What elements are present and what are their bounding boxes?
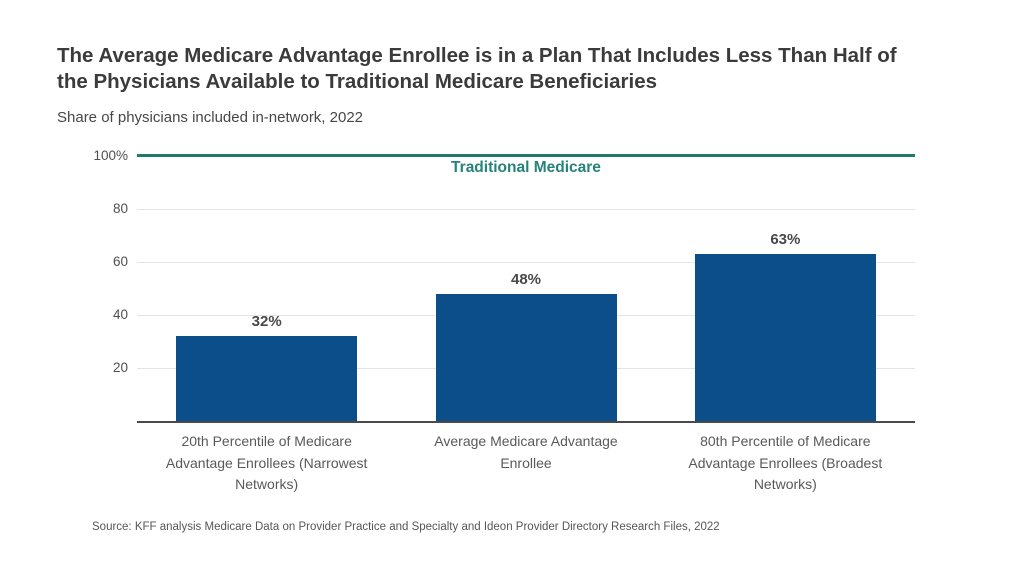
bar-2 xyxy=(435,293,617,421)
chart-gridline xyxy=(137,261,915,263)
bar-value-label: 32% xyxy=(251,313,282,331)
bar-3 xyxy=(694,253,876,421)
chart-title-line-2: the Physicians Available to Traditional … xyxy=(57,70,658,93)
y-axis-tick-label: 80 xyxy=(112,200,128,216)
chart-subtitle: Share of physicians included in-network,… xyxy=(57,109,364,126)
bar-value-label: 63% xyxy=(770,230,801,248)
source-note: Source: KFF analysis Medicare Data on Pr… xyxy=(92,521,720,533)
category-label: 20th Percentile of Medicare Advantage En… xyxy=(165,433,368,492)
chart-title: The Average Medicare Advantage Enrollee … xyxy=(57,43,987,95)
bar-1 xyxy=(176,336,358,421)
chart-title-line-1: The Average Medicare Advantage Enrollee … xyxy=(57,44,897,67)
y-axis-tick-label: 40 xyxy=(112,306,128,322)
bar-value-label: 48% xyxy=(510,270,542,288)
category-label: Average Medicare Advantage Enrollee xyxy=(434,433,618,471)
y-axis-tick-label: 20 xyxy=(112,359,128,375)
reference-line-traditional-medicare xyxy=(137,154,915,157)
y-axis-tick-label: 60 xyxy=(112,253,128,269)
chart-gridline xyxy=(137,208,915,210)
reference-line-label: Traditional Medicare xyxy=(451,158,601,176)
x-axis-line xyxy=(137,421,915,423)
category-label: 80th Percentile of Medicare Advantage En… xyxy=(688,433,883,492)
y-axis-tick-label: 100% xyxy=(93,147,128,163)
